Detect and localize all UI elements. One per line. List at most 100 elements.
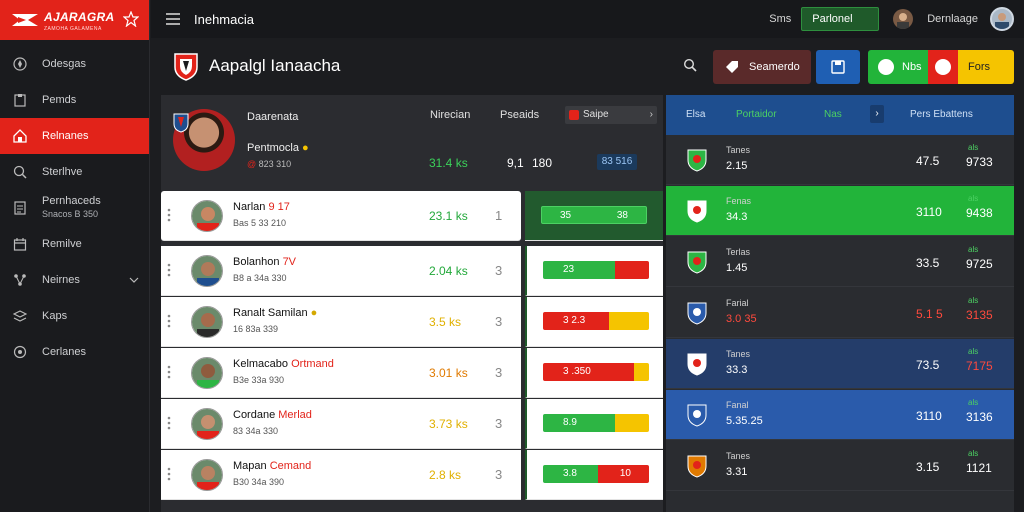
table-row[interactable]: Kelmacabo Ortmand B3e 33a 930 3.01 ks 3 [161,348,521,398]
user-name[interactable]: Dernlaage [927,13,978,25]
toggle-red[interactable] [928,50,958,84]
green-crest-icon [687,149,707,172]
team-points: 3110 [916,205,942,219]
featured-badge: 83 516 [597,154,637,170]
player-value: 23.1 ks [429,209,468,223]
table-row[interactable]: Mapan Cemand B30 34a 390 2.8 ks 3 [161,450,521,500]
standings-row[interactable]: Tanes 33.3 73.5 als 7175 [666,339,1014,389]
menu-icon[interactable] [166,13,180,25]
team-score: 9725 [966,257,993,271]
save-button[interactable] [816,50,860,84]
standings-col-3[interactable]: Nas [824,109,842,120]
standings-row[interactable]: Tanes 3.31 3.15 als 1121 [666,441,1014,491]
standings-row[interactable]: Terlas 1.45 33.5 als 9725 [666,237,1014,287]
player-value: 3.01 ks [429,366,468,380]
team-points: 3.15 [916,460,940,474]
drag-handle-icon[interactable] [167,416,171,430]
standings-row[interactable]: Fenas 34.3 3110 als 9438 [666,186,1014,236]
team-value: 1.45 [726,262,748,274]
page-header: Aapalgl Ianaacha Seamerdo Nbs Fors [151,40,1024,92]
avatar[interactable] [893,9,914,29]
team-value: 5.35.25 [726,415,763,427]
standings-row[interactable]: Farial 3.0 35 5.1 5 als 3135 [666,288,1014,338]
column-header-4[interactable]: Saipe › [565,106,657,124]
chevron-right-icon: › [649,109,653,120]
featured-player[interactable]: Daarenata Pentmocla ● @ 823 310 31.4 ks … [161,95,663,190]
progress-bar: 3 .350 [543,363,649,381]
drag-handle-icon[interactable] [167,314,171,328]
sidebar-item-label: Kaps [42,310,68,322]
player-name: Kelmacabo Ortmand [233,358,334,370]
sidebar-item-7[interactable]: Kaps [0,298,149,334]
team-score: 3136 [966,410,993,424]
team-points: 5.1 5 [916,307,943,321]
bar-segment [615,414,649,432]
home-icon [13,129,27,143]
table-row[interactable]: Ranalt Samilan ● 16 83a 339 3.5 ks 3 [161,297,521,347]
featured-player-name: Pentmocla ● [247,142,309,154]
standings-row[interactable]: Tanes 2.15 47.5 als 9733 [666,135,1014,185]
search-icon[interactable] [683,58,697,72]
featured-value: 31.4 ks [429,156,468,170]
toggle-yellow[interactable]: Fors [958,50,1014,84]
player-name: Cordane Merlad [233,409,312,421]
player-meta: 83 34a 330 [233,426,279,436]
sidebar-item-5[interactable]: Remilve [0,226,149,262]
drag-handle-icon[interactable] [167,263,171,277]
seamerdo-button[interactable]: Seamerdo [713,50,811,84]
player-rank: 1 [495,208,503,223]
standings-panel: Elsa Portaidor Nas › Pers Ebattens Tanes… [666,95,1014,512]
toggle-green-label: Nbs [902,61,922,73]
sidebar-item-1[interactable]: Pemds [0,82,149,118]
primary-top-button[interactable]: Parlonel [801,7,880,31]
user-avatar[interactable] [990,7,1014,31]
sidebar-item-0[interactable]: Odesgas [0,46,149,82]
team-value: 3.0 35 [726,313,757,325]
column-header-2[interactable]: Nirecian [430,109,471,121]
calendar-icon [13,238,27,251]
sidebar-item-label: Cerlanes [42,346,87,358]
column-headers: Nirecian Pseaids Saipe › [161,95,663,135]
toggle-green[interactable]: Nbs [868,50,928,84]
filter-toggle-group: Nbs Fors [868,50,1014,84]
standings-col-4[interactable]: Pers Ebattens [910,109,973,120]
featured-player-meta: @ 823 310 [247,159,292,169]
column-header-3[interactable]: Pseaids [500,109,540,121]
network-icon [14,274,26,286]
sidebar-item-2[interactable]: Relnanes [0,118,149,154]
table-row[interactable]: Narlan 9 17 Bas 5 33 210 23.1 ks 1 [161,191,521,241]
sidebar-item-6[interactable]: Neirnes [0,262,149,298]
sidebar-item-4[interactable]: Pernhaceds Snacos B 350 [0,190,149,226]
radio-icon [878,59,894,75]
topbar: Inehmacia Sms Parlonel Dernlaage [151,0,1024,38]
red-white-crest-icon [687,200,707,223]
clipboard-icon [14,94,26,107]
drag-handle-icon[interactable] [167,467,171,481]
player-photo [191,357,223,389]
top-link[interactable]: Sms [769,13,792,25]
player-name: Narlan 9 17 [233,201,290,213]
bar-segment [543,414,616,432]
star-icon[interactable] [123,11,139,27]
save-icon [831,60,845,74]
player-value: 3.73 ks [429,417,468,431]
drag-handle-icon[interactable] [167,208,171,222]
standings-col-2[interactable]: Portaidor [736,109,777,120]
standings-row[interactable]: Fanal 5.35.25 3110 als 3136 [666,390,1014,440]
table-row[interactable]: Cordane Merlad 83 34a 330 3.73 ks 3 [161,399,521,449]
standings-col-1[interactable]: Elsa [686,109,706,120]
bar-cell: 23 [525,246,663,296]
drag-handle-icon[interactable] [167,365,171,379]
team-small-label: als [968,194,979,203]
brand-bar[interactable]: AJARAGRA ZAMOHA GALAMENA [0,0,149,40]
chevron-down-icon[interactable] [129,275,139,285]
topbar-actions: Sms Parlonel Dernlaage [769,5,1014,33]
table-row[interactable]: Bolanhon 7V B8 a 34a 330 2.04 ks 3 [161,246,521,296]
sidebar-item-3[interactable]: Sterlhve [0,154,149,190]
chevron-right-icon[interactable]: › [870,105,884,123]
team-small-label: als [968,449,979,458]
bar-cell: 8.9 [525,399,663,449]
sidebar-item-8[interactable]: Cerlanes [0,334,149,370]
team-name: Tanes [726,145,751,155]
settings-icon [13,345,27,359]
